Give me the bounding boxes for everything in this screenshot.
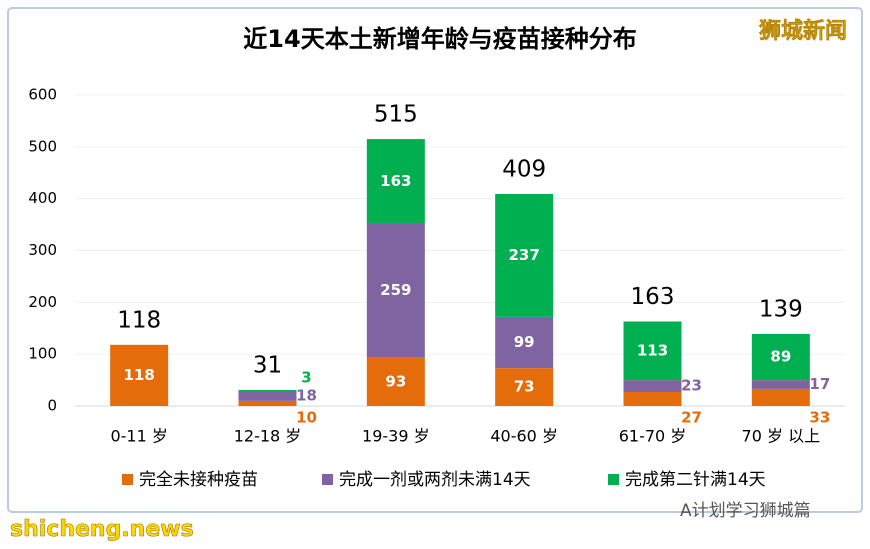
- x-tick-label: 61-70 岁: [619, 427, 687, 446]
- chart-title: 近14天本土新增年龄与疫苗接种分布: [243, 25, 636, 53]
- bar-segment: [751, 388, 810, 406]
- total-label: 118: [117, 307, 161, 333]
- bar-segment: [110, 344, 169, 406]
- data-label: 163: [380, 172, 411, 190]
- total-label: 31: [253, 352, 282, 378]
- x-tick-label: 0-11 岁: [110, 427, 167, 446]
- data-label: 33: [809, 409, 830, 427]
- bar-segment: [751, 380, 810, 389]
- x-tick-label: 12-18 岁: [234, 427, 302, 446]
- y-tick-label: 600: [28, 86, 57, 104]
- legend-label: 完成一剂或两剂未满14天: [339, 470, 531, 490]
- data-label: 89: [770, 348, 791, 366]
- x-tick-label: 40-60 岁: [490, 427, 558, 446]
- bar-segment: [238, 400, 297, 406]
- y-tick-label: 300: [28, 241, 57, 259]
- bar-segment: [495, 368, 554, 406]
- bar-segment: [495, 316, 554, 369]
- legend-swatch: [322, 474, 333, 485]
- bar-segment: [751, 333, 810, 381]
- watermark: A计划学习狮城篇: [680, 501, 811, 521]
- data-label: 99: [514, 333, 535, 351]
- total-label: 139: [759, 296, 803, 322]
- legend-label: 完全未接种疫苗: [139, 470, 258, 490]
- data-label: 73: [514, 378, 535, 396]
- data-label: 27: [681, 409, 702, 427]
- bar-segment: [238, 391, 297, 401]
- bar-segment: [623, 392, 682, 406]
- bar-segment: [495, 194, 554, 317]
- legend-swatch: [122, 474, 133, 485]
- data-label: 93: [385, 372, 406, 390]
- bar-segment: [623, 380, 682, 393]
- total-label: 163: [631, 284, 675, 310]
- data-label: 18: [296, 387, 317, 405]
- bar-segment: [238, 389, 297, 392]
- data-label: 23: [681, 377, 702, 395]
- total-label: 409: [502, 157, 546, 183]
- y-tick-label: 0: [47, 397, 57, 415]
- bar-segment: [623, 321, 682, 381]
- bar-segment: [366, 357, 425, 406]
- y-tick-label: 400: [28, 189, 57, 207]
- y-tick-label: 100: [28, 345, 57, 363]
- x-tick-label: 19-39 岁: [362, 427, 430, 446]
- x-tick-label: 70 岁 以上: [742, 427, 821, 446]
- data-label: 118: [124, 366, 155, 384]
- total-label: 515: [374, 102, 418, 128]
- legend-swatch: [608, 474, 619, 485]
- data-label: 259: [380, 281, 411, 299]
- legend-label: 完成第二针满14天: [625, 470, 766, 490]
- data-label: 17: [809, 375, 830, 393]
- y-tick-label: 500: [28, 137, 57, 155]
- y-tick-label: 200: [28, 293, 57, 311]
- bar-segment: [366, 139, 425, 224]
- watermark: shicheng.news: [10, 517, 194, 542]
- bar-segment: [366, 223, 425, 358]
- data-label: 3: [301, 368, 311, 386]
- data-label: 113: [637, 341, 668, 359]
- watermark: 狮城新闻: [759, 18, 847, 44]
- data-label: 237: [509, 246, 540, 264]
- data-label: 10: [296, 409, 317, 427]
